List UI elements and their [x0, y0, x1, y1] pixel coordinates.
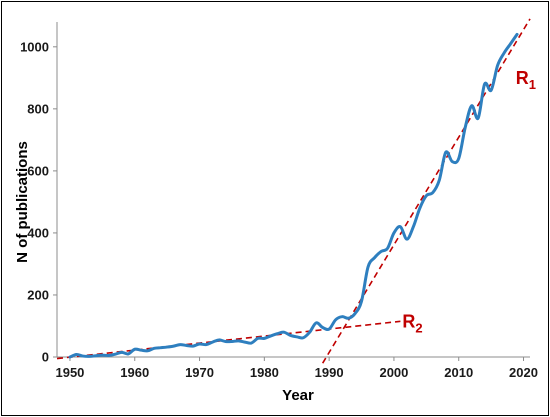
y-tick-label: 800	[27, 101, 49, 116]
trend-line-r2	[56, 320, 401, 360]
annotation-r1: R1	[516, 68, 536, 92]
y-tick-label: 0	[42, 350, 49, 365]
x-tick-label: 2010	[444, 365, 473, 380]
trend-line-r1	[321, 18, 531, 364]
x-tick-label: 1970	[185, 365, 214, 380]
x-tick-label: 2020	[509, 365, 538, 380]
x-tick-label: 1950	[55, 365, 84, 380]
axes: 0 200 400 600 800 1000 1950 1960 1970 1980 1990 200…	[20, 22, 538, 380]
trend-lines	[56, 18, 531, 364]
x-tick-label: 2000	[379, 365, 408, 380]
x-tick-label: 1980	[250, 365, 279, 380]
y-tick-label: 1000	[20, 39, 49, 54]
y-axis-title: N of publications	[14, 141, 31, 263]
data-series	[68, 32, 519, 359]
y-tick-label: 400	[27, 225, 49, 240]
series-line-0	[68, 32, 519, 359]
x-tick-label: 1990	[315, 365, 344, 380]
y-tick-label: 600	[27, 163, 49, 178]
annotations: R1 R2	[402, 68, 536, 335]
annotation-r2: R2	[402, 312, 422, 336]
x-tick-label: 1960	[120, 365, 149, 380]
x-axis-title: Year	[282, 387, 314, 404]
y-tick-label: 200	[27, 287, 49, 302]
